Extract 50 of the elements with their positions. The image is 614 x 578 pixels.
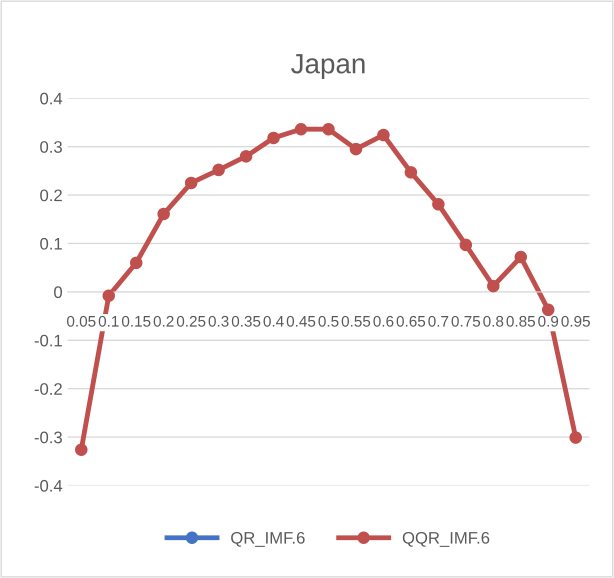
x-tick-label: 0.1 [98,316,119,327]
x-tick-label: 0.85 [506,316,535,327]
x-tick-label: 0.05 [67,316,96,327]
x-tick-label: 0.75 [452,316,480,327]
x-tick-label: 0.95 [561,316,590,327]
y-tick-label: -0.3 [34,432,62,444]
x-tick-label: 0.7 [428,316,448,327]
y-tick-label: -0.1 [34,334,62,346]
point [404,166,418,179]
y-tick-label: 0 [54,286,62,298]
point [212,164,225,176]
x-tick-label: 0.45 [286,316,316,327]
x-tick-label: 0.2 [154,316,174,327]
point [432,198,445,211]
x-tick-label: 0.4 [264,316,284,327]
point [350,142,362,156]
point [130,256,142,270]
point [240,150,252,163]
point [460,238,472,252]
point [184,176,198,190]
x-tick-label: 0.15 [122,316,150,327]
y-tick-label: 0.4 [40,92,62,104]
point [542,304,554,316]
x-tick-label: 0.9 [538,316,558,327]
point [267,132,280,144]
point [487,280,500,292]
y-tick-label: 0.1 [40,238,62,250]
point [102,290,115,302]
point [75,443,88,456]
x-tick-label: 0.25 [176,316,206,327]
point [569,431,582,444]
x-tick-label: 0.8 [483,316,504,327]
y-tick-label: 0.2 [40,189,62,202]
legend-label: QQR_IMF.6 [402,532,490,547]
chart-title: Japan [291,54,365,80]
point [377,128,390,142]
x-tick-label: 0.65 [396,316,426,327]
x-tick-label: 0.6 [373,316,394,327]
y-tick-label: -0.2 [34,383,62,395]
x-tick-label: 0.3 [208,316,229,327]
point [294,122,308,136]
point [157,208,170,220]
x-tick-label: 0.5 [318,316,338,327]
legend-label: QR_IMF.6 [231,532,305,547]
point [514,250,528,264]
x-tick-label: 0.55 [342,316,370,327]
x-tick-label: 0.35 [232,316,260,327]
y-tick-label: 0.3 [40,141,62,153]
point [322,122,335,136]
y-tick-label: -0.4 [34,480,62,492]
